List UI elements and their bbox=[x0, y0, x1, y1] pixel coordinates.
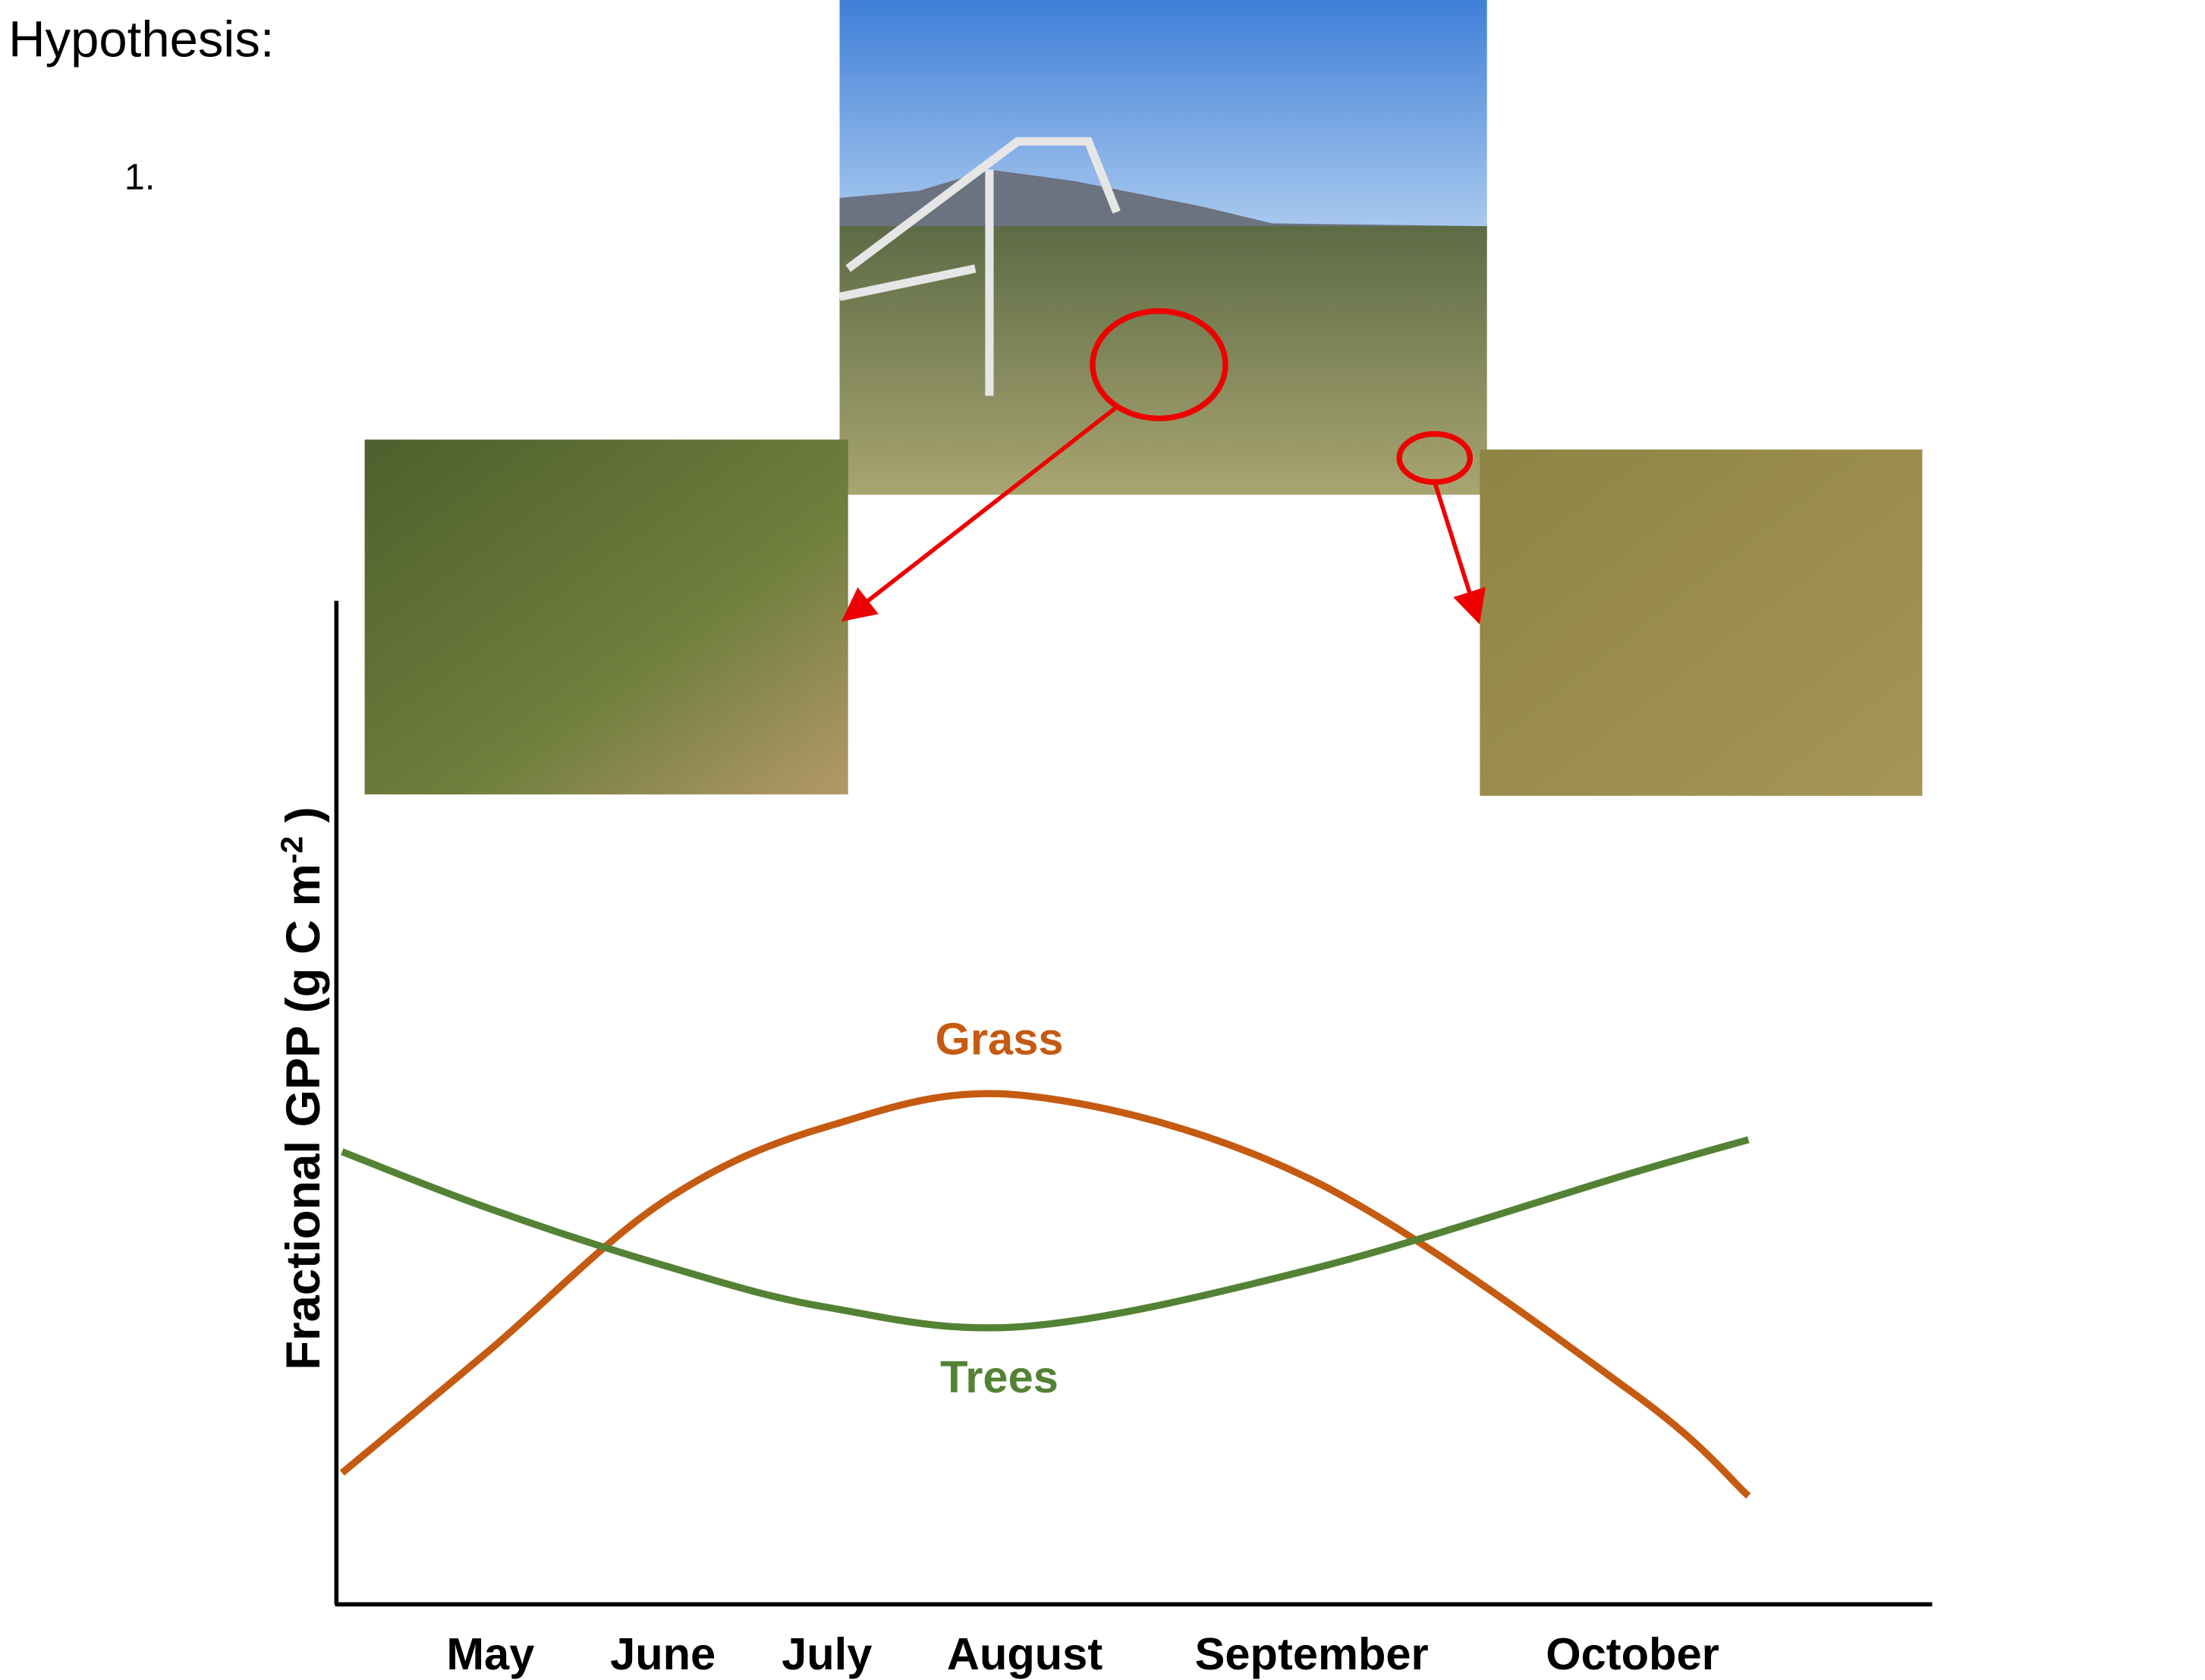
arrow bbox=[1435, 482, 1477, 616]
page: {"slide": {"heading": "Hypothesis:", "li… bbox=[0, 0, 2205, 1680]
series-label: Trees bbox=[940, 1351, 1058, 1402]
x-tick-label: August bbox=[947, 1628, 1102, 1679]
slide: Hypothesis: 1. Fractional GPP (g C m-2 )… bbox=[0, 0, 2205, 1680]
x-tick-label: June bbox=[610, 1628, 716, 1679]
y-label-suffix: ) bbox=[277, 807, 330, 836]
x-tick-label: July bbox=[782, 1628, 872, 1679]
x-tick-label: September bbox=[1195, 1628, 1429, 1679]
y-axis-label: Fractional GPP (g C m-2 ) bbox=[275, 807, 330, 1370]
body: Hypothesis: 1. Fractional GPP (g C m-2 )… bbox=[0, 0, 2205, 1680]
list-marker: 1. bbox=[124, 157, 155, 198]
heading: Hypothesis: bbox=[8, 11, 274, 68]
y-label-superscript: -2 bbox=[275, 836, 310, 864]
x-tick-label: October bbox=[1546, 1628, 1719, 1679]
series-label: Grass bbox=[935, 1014, 1063, 1065]
series-line bbox=[342, 1093, 1749, 1496]
site-photo bbox=[840, 0, 1487, 495]
y-label-text: Fractional GPP (g C m bbox=[277, 864, 330, 1370]
tree-photo bbox=[365, 439, 848, 794]
grass-photo bbox=[1480, 449, 1922, 795]
x-tick-label: May bbox=[446, 1628, 534, 1679]
series-line bbox=[342, 1140, 1749, 1328]
